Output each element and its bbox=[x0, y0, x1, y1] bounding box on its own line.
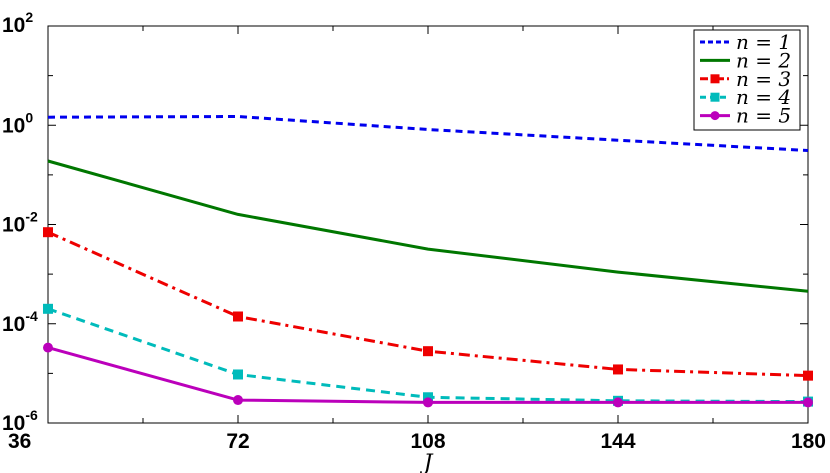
x-tick-label: 72 bbox=[226, 430, 249, 453]
data-point bbox=[613, 397, 623, 408]
data-point bbox=[423, 397, 433, 408]
data-point bbox=[803, 397, 813, 408]
series-n-2 bbox=[47, 159, 809, 293]
x-tick-label: 36 bbox=[8, 430, 31, 453]
legend-item: n = 4 bbox=[700, 85, 791, 109]
data-point bbox=[710, 74, 720, 84]
data-point bbox=[43, 303, 53, 314]
series-n-3 bbox=[43, 227, 813, 381]
y-tick-labels: 102 100 10-2 10-4 10-6 bbox=[2, 9, 38, 435]
legend-label: n = 2 bbox=[736, 48, 791, 72]
series-line bbox=[47, 115, 809, 152]
x-tick-label: 180 bbox=[791, 430, 826, 453]
x-axis-label: J bbox=[420, 451, 434, 473]
legend: n = 1n = 2n = 3n = 4n = 5 bbox=[693, 29, 801, 131]
plot-frame bbox=[47, 25, 809, 424]
legend-item: n = 5 bbox=[700, 104, 791, 128]
x-tick-labels: 36 72 108 144 180 bbox=[8, 430, 826, 453]
data-point bbox=[233, 395, 243, 406]
data-point bbox=[710, 111, 720, 121]
series-layer bbox=[43, 115, 813, 408]
y-tick-label: 10-6 bbox=[2, 407, 38, 435]
data-point bbox=[43, 227, 53, 238]
data-point bbox=[710, 92, 720, 102]
legend-label: n = 5 bbox=[736, 104, 791, 128]
x-tick-label: 144 bbox=[600, 430, 635, 453]
y-tick-label: 100 bbox=[2, 109, 33, 137]
data-point bbox=[233, 369, 243, 380]
data-point bbox=[233, 311, 243, 322]
data-point bbox=[613, 364, 623, 375]
data-point bbox=[803, 370, 813, 381]
legend-item: n = 3 bbox=[700, 67, 791, 91]
y-tick-label: 102 bbox=[2, 9, 33, 37]
legend-label: n = 3 bbox=[736, 67, 791, 91]
legend-label: n = 1 bbox=[736, 30, 791, 54]
series-line bbox=[47, 159, 809, 293]
series-n-1 bbox=[47, 115, 809, 152]
axis-ticks bbox=[47, 25, 809, 424]
y-tick-label: 10-2 bbox=[2, 209, 38, 237]
data-point bbox=[423, 346, 433, 357]
legend-item: n = 1 bbox=[700, 30, 791, 54]
y-tick-label: 10-4 bbox=[2, 308, 38, 336]
data-point bbox=[43, 342, 53, 353]
x-tick-label: 108 bbox=[410, 430, 445, 453]
legend-item: n = 2 bbox=[700, 48, 791, 72]
series-n-5 bbox=[43, 342, 813, 408]
legend-label: n = 4 bbox=[736, 85, 791, 109]
